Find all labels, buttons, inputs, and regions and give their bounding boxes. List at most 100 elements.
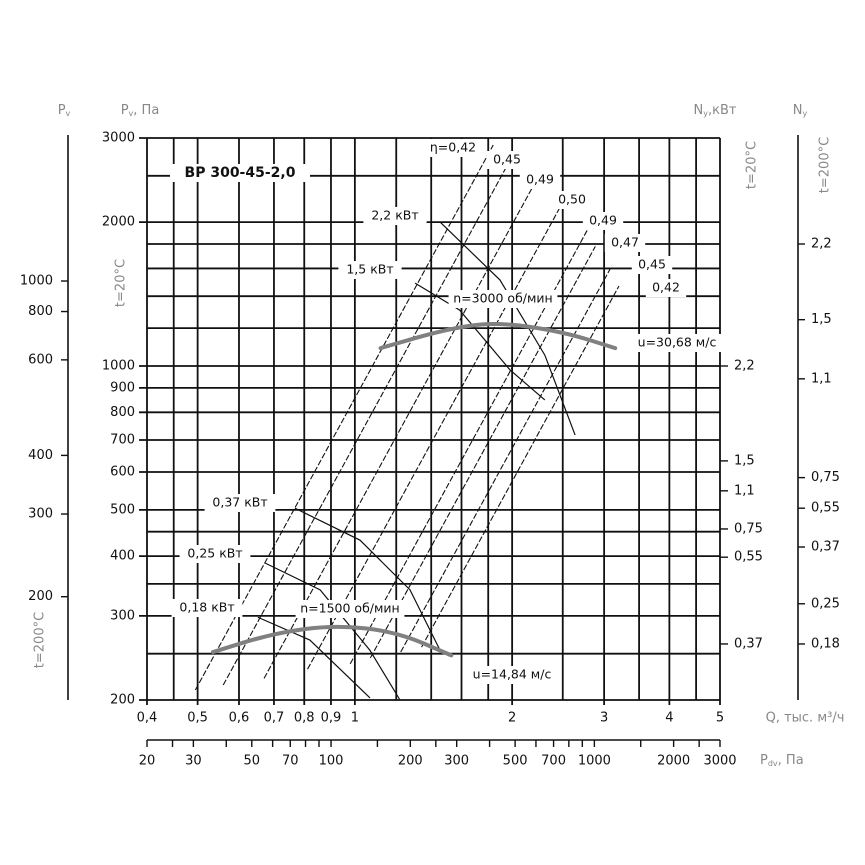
efficiency-line xyxy=(263,184,535,679)
efficiency-label-bg xyxy=(604,234,646,252)
efficiency-line xyxy=(222,163,509,686)
y-tick-label: 2000 xyxy=(102,215,135,230)
efficiency-label: η=0,42 xyxy=(430,140,476,155)
outer-pv-tick-label: 800 xyxy=(28,304,53,319)
pdv-tick-label: 700 xyxy=(541,754,566,769)
power200-tick-label: 0,25 xyxy=(811,596,840,611)
x-tick-label: 0,4 xyxy=(137,711,158,726)
power20-tick-label: 0,75 xyxy=(734,521,763,536)
power20-temp-label: t=20°C xyxy=(745,141,760,189)
efficiency-label: 0,45 xyxy=(638,257,666,272)
outer-pv-tick-label: 200 xyxy=(28,589,53,604)
power200-axis-title: Ny xyxy=(793,103,808,118)
power-label-bg xyxy=(179,545,251,563)
power-label: 2,2 кВт xyxy=(371,208,418,223)
power-label-bg xyxy=(204,494,276,512)
efficiency-line xyxy=(369,246,596,659)
chart-title: ВР 300-45-2,0 xyxy=(185,165,296,181)
efficiency-label-bg xyxy=(425,139,481,157)
grid xyxy=(139,137,721,705)
x-tick-label: 0,7 xyxy=(264,711,285,726)
efficiency-label: 0,50 xyxy=(558,192,586,207)
y-tick-label: 500 xyxy=(110,502,135,517)
power200-tick-label: 0,55 xyxy=(811,501,840,516)
pdv-tick-label: 300 xyxy=(444,754,469,769)
x-tick-label: 0,5 xyxy=(187,711,208,726)
power20-tick-label: 0,37 xyxy=(734,636,763,651)
pdv-tick-label: 500 xyxy=(503,754,528,769)
power200-tick-label: 1,1 xyxy=(811,371,832,386)
tip-speed-label-bg xyxy=(631,334,723,352)
efficiency-label: 0,42 xyxy=(652,280,680,295)
speed-curve xyxy=(210,624,454,658)
efficiency-line xyxy=(349,227,590,665)
y-tick-label: 3000 xyxy=(102,131,135,146)
speed-curve xyxy=(378,322,618,351)
power-curve xyxy=(439,221,576,436)
efficiency-label: 0,49 xyxy=(589,213,617,228)
power-label-bg xyxy=(338,261,402,279)
power-label-bg xyxy=(171,599,243,617)
outer-pv-tick-label: 400 xyxy=(28,448,53,463)
efficiency-line xyxy=(421,285,620,648)
x-tick-label: 4 xyxy=(665,711,673,726)
outer-pv-tick-label: 300 xyxy=(28,507,53,522)
power20-tick-label: 0,55 xyxy=(734,550,763,565)
power-label: 0,37 кВт xyxy=(212,495,267,510)
power-label: 0,18 кВт xyxy=(179,600,234,615)
x-tick-label: 1 xyxy=(351,711,359,726)
efficiency-label: 0,49 xyxy=(526,172,554,187)
pdv-tick-label: 50 xyxy=(244,754,261,769)
x-tick-label: 0,9 xyxy=(321,711,342,726)
y-tick-label: 700 xyxy=(110,433,135,448)
power200-tick-label: 2,2 xyxy=(811,237,832,252)
y-tick-label: 600 xyxy=(110,465,135,480)
y-tick-label: 900 xyxy=(110,380,135,395)
efficiency-line xyxy=(400,265,613,653)
speed-label: n=3000 об/мин xyxy=(453,291,552,306)
efficiency-line xyxy=(194,144,494,691)
power20-tick-label: 1,5 xyxy=(734,453,755,468)
power200-tick-label: 0,37 xyxy=(811,540,840,555)
power200-tick-label: 0,75 xyxy=(811,470,840,485)
efficiency-label-bg xyxy=(631,256,673,274)
power20-tick-label: 1,1 xyxy=(734,483,755,498)
pdv-tick-label: 200 xyxy=(398,754,423,769)
pdv-tick-label: 70 xyxy=(282,754,299,769)
x-tick-label: 2 xyxy=(508,711,516,726)
x-axis-title: Q, тыс. м³/ч xyxy=(766,711,845,726)
speed-label: n=1500 об/мин xyxy=(300,601,399,616)
y-tick-label: 800 xyxy=(110,405,135,420)
power-curve xyxy=(414,282,546,401)
pdv-tick-label: 3000 xyxy=(703,754,736,769)
power-curve xyxy=(264,562,401,701)
chart-title-bg xyxy=(170,164,310,182)
speed-label-bg xyxy=(448,290,558,308)
power-curve xyxy=(257,616,371,699)
x-tick-label: 5 xyxy=(716,711,724,726)
outer-pv-tick-label: 1000 xyxy=(20,274,53,289)
x-tick-label: 3 xyxy=(600,711,608,726)
power-label: 1,5 кВт xyxy=(346,262,393,277)
tip-speed-label: u=30,68 м/с xyxy=(638,335,717,350)
y-tick-label: 200 xyxy=(110,693,135,708)
power20-axis-title: Ny,кВт xyxy=(694,103,737,118)
outer-pv-temp-label: t=200°C xyxy=(33,612,48,668)
power-label: 0,25 кВт xyxy=(187,546,242,561)
efficiency-label: 0,47 xyxy=(611,235,639,250)
power200-tick-label: 1,5 xyxy=(811,312,832,327)
pdv-tick-label: 100 xyxy=(319,754,344,769)
y-tick-label: 1000 xyxy=(102,358,135,373)
pv-axis-title: Pv, Па xyxy=(121,103,160,118)
labels: ВР 300-45-2,0η=0,420,450,490,500,490,470… xyxy=(33,137,833,684)
pdv-axis-title: Pdv, Па xyxy=(760,753,804,768)
efficiency-label-bg xyxy=(645,279,687,297)
pv-temp-label: t=20°C xyxy=(114,259,129,307)
x-tick-label: 0,6 xyxy=(229,711,250,726)
curves xyxy=(194,144,620,701)
outer-pv-axis-title: Pv xyxy=(58,103,71,118)
pdv-tick-label: 30 xyxy=(185,754,202,769)
pdv-tick-label: 2000 xyxy=(657,754,690,769)
